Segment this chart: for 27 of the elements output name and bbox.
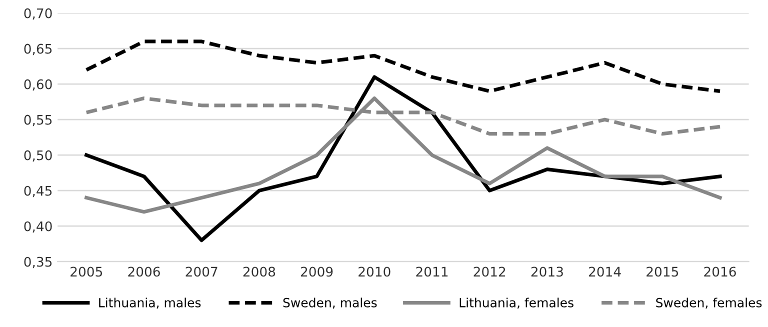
x-tick-label: 2010 xyxy=(358,266,390,277)
x-tick-label: 2015 xyxy=(646,266,678,277)
legend-label: Sweden, females xyxy=(656,298,762,309)
x-tick-label: 2016 xyxy=(704,266,736,277)
line-series xyxy=(84,96,722,214)
x-tick-label: 2014 xyxy=(588,266,621,277)
x-tick-label: 2007 xyxy=(186,266,218,277)
legend-label: Lithuania, males xyxy=(99,298,201,309)
x-tick-label: 2008 xyxy=(243,266,276,277)
y-tick-label: 0,55 xyxy=(24,114,52,126)
x-tick-label: 2005 xyxy=(70,266,102,277)
line-series xyxy=(84,40,722,93)
y-tick-label: 0,40 xyxy=(24,221,52,233)
line-series xyxy=(84,75,722,242)
y-tick-label: 0,60 xyxy=(24,79,52,91)
y-tick-label: 0,50 xyxy=(24,150,52,162)
x-tick-label: 2012 xyxy=(474,266,506,277)
x-tick-label: 2009 xyxy=(300,266,333,277)
y-tick-label: 0,70 xyxy=(24,8,52,20)
x-tick-label: 2006 xyxy=(128,266,160,277)
legend-label: Lithuania, females xyxy=(460,298,574,309)
y-tick-label: 0,35 xyxy=(24,256,52,268)
y-tick-label: 0,45 xyxy=(24,186,52,198)
x-tick-label: 2013 xyxy=(531,266,563,277)
legend-label: Sweden, males xyxy=(283,298,377,309)
x-tick-label: 2011 xyxy=(416,266,448,277)
y-tick-label: 0,65 xyxy=(24,44,52,56)
